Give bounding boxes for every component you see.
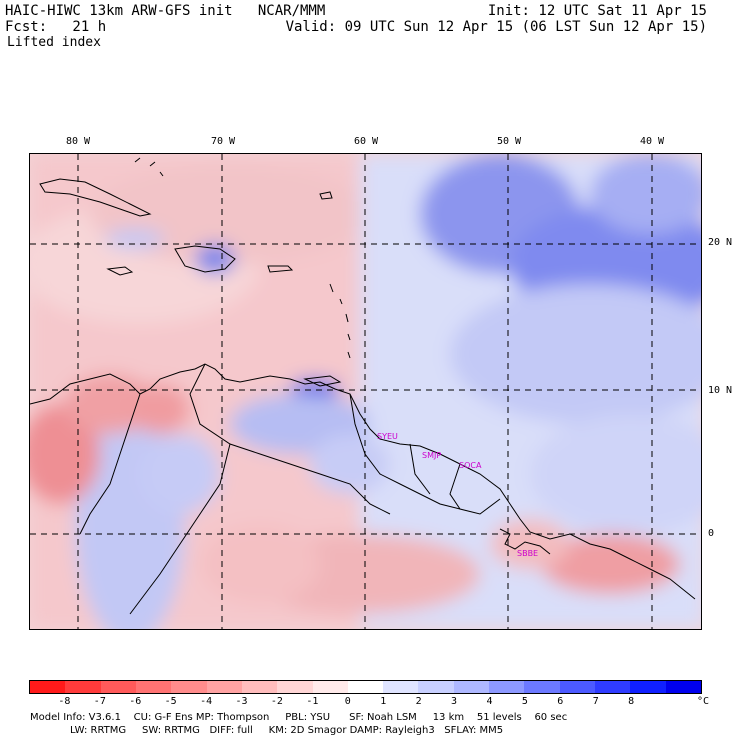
colorbar-swatch — [277, 681, 313, 693]
colorbar-tick-label: 8 — [628, 696, 635, 707]
colorbar-tick-label: -2 — [270, 696, 283, 707]
colorbar-swatch — [418, 681, 454, 693]
colorbar-swatch — [489, 681, 525, 693]
map-canvas — [30, 154, 701, 629]
colorbar-tick-label: -8 — [58, 696, 71, 707]
lon-label-70w: 70 W — [211, 136, 236, 147]
colorbar-swatch — [524, 681, 560, 693]
lat-label-20n: 20 N — [708, 237, 733, 248]
colorbar-tick-label: -3 — [235, 696, 248, 707]
colorbar-tick-label: -7 — [93, 696, 106, 707]
graticule — [30, 154, 701, 629]
colorbar-swatch — [559, 681, 595, 693]
colorbar-swatch — [241, 681, 278, 693]
lon-label-40w: 40 W — [640, 136, 665, 147]
station-label-syeu: SYEU — [377, 432, 398, 441]
colorbar-swatch — [171, 681, 207, 693]
lon-label-50w: 50 W — [497, 136, 522, 147]
lat-label-10n: 10 N — [708, 385, 733, 396]
colorbar-unit: °C — [696, 696, 710, 707]
forecast-hour: Fcst: 21 h — [5, 19, 107, 35]
lifted-index-map — [29, 153, 702, 630]
station-label-sbbe: SBBE — [517, 549, 539, 558]
colorbar-swatch — [595, 681, 631, 693]
colorbar-swatch — [630, 681, 666, 693]
colorbar-tick-label: 5 — [521, 696, 528, 707]
colorbar-swatch — [206, 681, 242, 693]
colorbar-tick-label: -1 — [306, 696, 319, 707]
colorbar-tick-label: 7 — [592, 696, 599, 707]
lat-label-0: 0 — [708, 528, 715, 539]
colorbar-swatch — [65, 681, 101, 693]
valid-time: Valid: 09 UTC Sun 12 Apr 15 (06 LST Sun … — [285, 19, 707, 35]
colorbar-tick-label: 0 — [344, 696, 351, 707]
colorbar-tick-label: 1 — [380, 696, 387, 707]
field-name: Lifted index — [7, 35, 101, 50]
colorbar — [29, 680, 702, 694]
colorbar-tick-label: 6 — [557, 696, 564, 707]
colorbar-swatch — [100, 681, 136, 693]
colorbar-swatch — [665, 681, 701, 693]
station-label-soca: SOCA — [459, 461, 482, 470]
colorbar-tick-label: -6 — [129, 696, 142, 707]
colorbar-swatch — [347, 681, 384, 693]
station-label-smjp: SMJP — [422, 451, 442, 460]
model-info-line2: LW: RRTMG SW: RRTMG DIFF: full KM: 2D Sm… — [70, 725, 504, 736]
init-time: Init: 12 UTC Sat 11 Apr 15 — [487, 3, 707, 19]
colorbar-tick-label: 2 — [415, 696, 422, 707]
model-title: HAIC-HIWC 13km ARW-GFS init NCAR/MMM — [5, 3, 326, 19]
colorbar-swatch — [312, 681, 348, 693]
colorbar-swatch — [30, 681, 66, 693]
lon-label-60w: 60 W — [354, 136, 379, 147]
colorbar-swatch — [383, 681, 419, 693]
colorbar-tick-label: 3 — [451, 696, 458, 707]
model-info-line1: Model Info: V3.6.1 CU: G-F Ens MP: Thomp… — [30, 712, 568, 723]
colorbar-tick-label: -4 — [200, 696, 213, 707]
colorbar-tick-label: -5 — [164, 696, 177, 707]
colorbar-swatch — [453, 681, 490, 693]
colorbar-swatch — [135, 681, 172, 693]
coastlines — [30, 157, 696, 615]
lon-label-80w: 80 W — [66, 136, 91, 147]
colorbar-tick-label: 4 — [486, 696, 493, 707]
